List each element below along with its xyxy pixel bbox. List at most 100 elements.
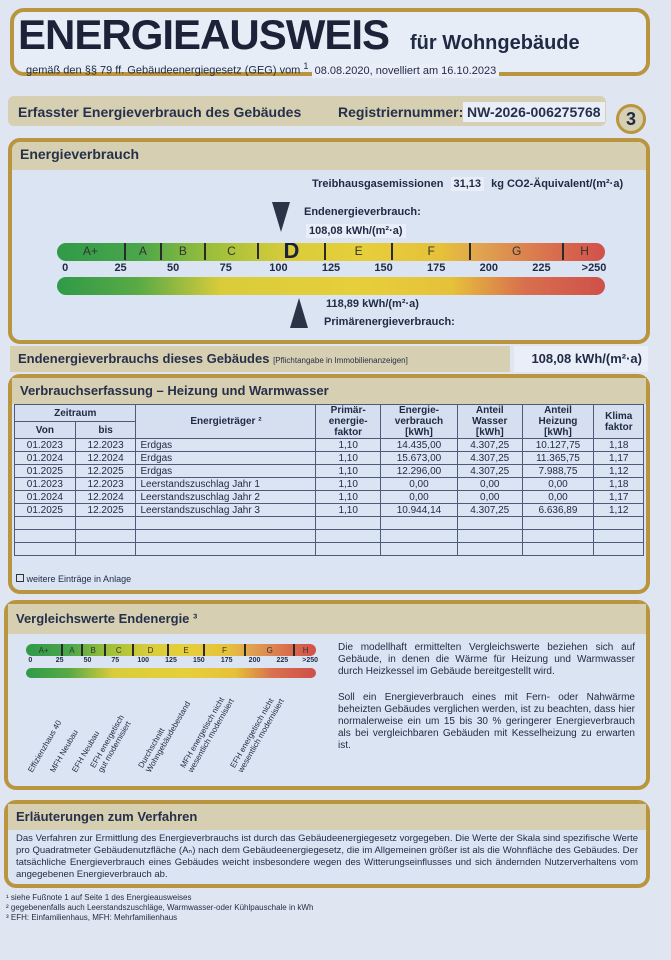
table-cell <box>593 542 644 556</box>
comparison-bottom-bar <box>26 668 316 678</box>
table-cell <box>135 516 317 530</box>
energy-class-B: B <box>160 243 204 260</box>
table-cell: Leerstandszuschlag Jahr 2 <box>135 490 317 504</box>
scale-tick: >250 <box>581 262 607 274</box>
scale-tick: 175 <box>427 262 446 274</box>
scale-tick: 25 <box>55 657 64 664</box>
scale-tick: 25 <box>114 262 127 274</box>
table-cell: 12.296,00 <box>379 464 459 478</box>
table-row: 01.2024 12.2024 Leerstandszuschlag Jahr 2 1… <box>14 490 644 504</box>
table-cell: 11.365,75 <box>521 451 595 465</box>
table-cell <box>74 529 137 543</box>
table-cell: 6.636,89 <box>521 503 595 517</box>
energy-class-E: E <box>323 243 391 260</box>
table-cell: Leerstandszuschlag Jahr 1 <box>135 477 317 491</box>
scale-tick: 50 <box>83 657 92 664</box>
table-cell: Erdgas <box>135 451 317 465</box>
more-entries-checkbox[interactable] <box>16 574 24 582</box>
registration-number: NW-2026-006275768 <box>463 102 605 122</box>
header-water: Anteil Wasser [kWh] <box>457 404 523 439</box>
table-cell: 0,00 <box>457 490 523 504</box>
table-cell <box>457 516 523 530</box>
table-cell: 1,12 <box>593 464 644 478</box>
comparison-heading: Vergleichswerte Endenergie ³ <box>8 604 646 634</box>
table-cell: 1,17 <box>593 451 644 465</box>
table-cell: 15.673,00 <box>379 451 459 465</box>
table-cell: 14.435,00 <box>379 438 459 452</box>
energy-class-D: D <box>257 243 324 261</box>
scale-tick: 100 <box>269 262 288 274</box>
table-row: 01.2023 12.2023 Erdgas 1,10 14.435,00 4.307,2… <box>14 438 644 452</box>
table-cell <box>74 516 137 530</box>
table-cell: 10.127,75 <box>521 438 595 452</box>
legal-dates: 08.08.2020, novelliert am 16.10.2023 <box>311 63 500 78</box>
table-cell <box>315 516 381 530</box>
table-cell <box>521 542 595 556</box>
energy-scale-ticks: 0 25 50 75 100 125 150 175 200 225 >250 <box>57 262 607 276</box>
legal-reference: gemäß den §§ 79 ff. Gebäudeenergiegesetz… <box>26 60 500 78</box>
header-period: Zeitraum <box>13 404 137 422</box>
registration-number-label: Registriernummer: <box>338 104 464 120</box>
table-cell: 12.2025 <box>74 503 137 517</box>
table-cell: 01.2024 <box>14 490 76 504</box>
more-entries[interactable]: weitere Einträge in Anlage <box>16 574 131 585</box>
ghg-row: Treibhausgasemissionen 31,13 kg CO2-Äqui… <box>312 177 623 191</box>
table-row <box>14 529 644 543</box>
explanation-section: Erläuterungen zum Verfahren Das Verfahre… <box>4 800 650 888</box>
table-cell <box>457 529 523 543</box>
table-cell: 12.2024 <box>74 451 137 465</box>
table-cell: 12.2024 <box>74 490 137 504</box>
legal-footnote: 1 <box>303 61 309 71</box>
table-cell: 1,17 <box>593 490 644 504</box>
building-value: 108,08 kWh/(m²·a) <box>514 346 648 372</box>
table-cell <box>521 529 595 543</box>
table-cell <box>521 516 595 530</box>
document-title: ENERGIEAUSWEIS <box>18 11 390 58</box>
table-cell <box>135 529 317 543</box>
scale-tick: 150 <box>374 262 393 274</box>
scale-tick: 50 <box>167 262 180 274</box>
energy-class-A: A <box>123 243 160 260</box>
energy-scale-bar: A+ A B C D E F G H <box>57 243 605 261</box>
table-cell: 12.2023 <box>74 477 137 491</box>
table-cell: 0,00 <box>379 477 459 491</box>
table-cell: Erdgas <box>135 464 317 478</box>
table-cell <box>74 542 137 556</box>
comparison-section: Vergleichswerte Endenergie ³ <box>4 600 650 790</box>
scale-tick: 200 <box>248 657 261 664</box>
energy-class-H: H <box>562 243 605 260</box>
table-cell <box>14 529 76 543</box>
table-cell <box>135 542 317 556</box>
energy-heading: Energieverbrauch <box>12 142 646 170</box>
energy-class-H: H <box>293 644 316 656</box>
table-cell: Erdgas <box>135 438 317 452</box>
energy-section: Energieverbrauch <box>8 138 650 344</box>
scale-tick: 0 <box>28 657 33 664</box>
table-row <box>14 542 644 556</box>
table-cell: 4.307,25 <box>457 464 523 478</box>
ghg-label: Treibhausgasemissionen <box>312 178 444 190</box>
explanation-heading: Erläuterungen zum Verfahren <box>8 804 646 830</box>
table-cell: 0,00 <box>521 477 595 491</box>
comparison-scale-bar: A+ A B C D E F G H <box>26 644 316 656</box>
end-energy-arrow-icon <box>272 202 290 232</box>
table-cell <box>593 529 644 543</box>
table-row: 01.2025 12.2025 Erdgas 1,10 12.296,00 4.307,2… <box>14 464 644 478</box>
header-pef: Primär- energie- faktor <box>315 404 381 439</box>
header-consumption: Energie- verbrauch [kWh] <box>379 404 459 439</box>
energy-class-G: G <box>244 644 293 656</box>
table-cell: 1,10 <box>315 503 381 517</box>
table-cell <box>379 529 459 543</box>
energy-class-F: F <box>202 644 244 656</box>
legal-ref-text: gemäß den §§ 79 ff. Gebäudeenergiegesetz… <box>26 64 301 77</box>
energy-class-B: B <box>80 644 104 656</box>
ghg-value: 31,13 <box>450 177 485 191</box>
header-to: bis <box>74 421 137 439</box>
primary-scale-bar <box>57 277 605 295</box>
header-carrier: Energieträger ² <box>135 404 317 439</box>
more-entries-label: weitere Einträge in Anlage <box>26 574 132 584</box>
building-value-label: Endenergieverbrauchs dieses Gebäudes <box>18 351 270 366</box>
energy-class-Aplus: A+ <box>82 244 98 258</box>
scale-tick: 225 <box>276 657 289 664</box>
table-cell: 01.2024 <box>14 451 76 465</box>
